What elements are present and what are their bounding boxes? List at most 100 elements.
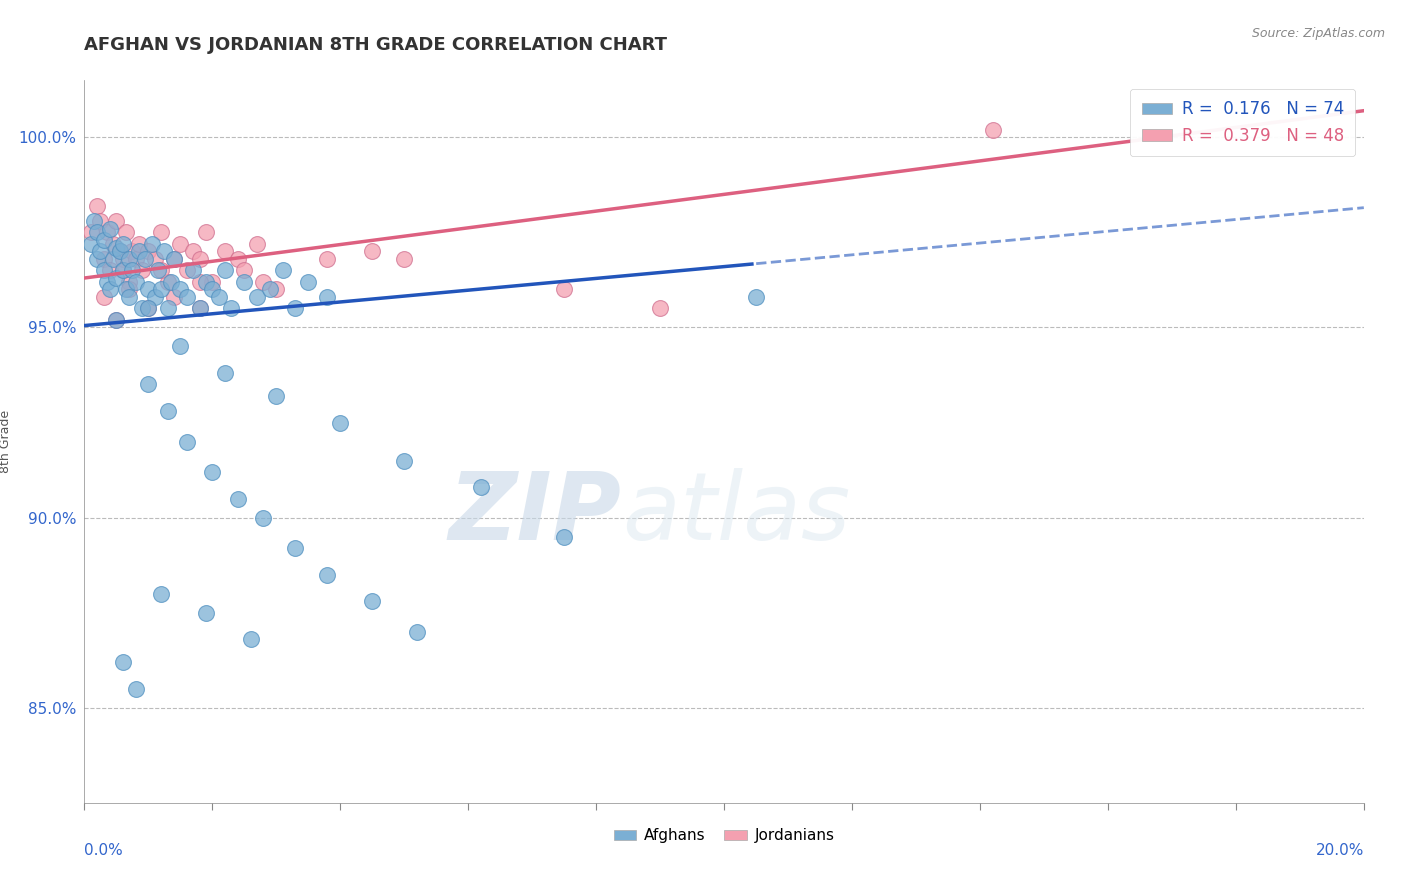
Point [221, 301, 243, 316]
Point [98, 282, 121, 296]
Point [131, 263, 153, 277]
Point [93, 233, 115, 247]
Point [98, 221, 121, 235]
Point [163, 252, 186, 266]
Point [361, 244, 384, 259]
Point [86, 226, 108, 240]
Point [181, 263, 204, 277]
Point [201, 275, 224, 289]
Point [163, 252, 186, 266]
Point [138, 301, 160, 316]
Text: 0.0%: 0.0% [84, 843, 124, 857]
Point [150, 263, 173, 277]
Point [105, 271, 128, 285]
Point [553, 530, 575, 544]
Point [128, 236, 150, 251]
Point [156, 404, 179, 418]
Point [118, 252, 141, 266]
Point [138, 377, 160, 392]
Point [105, 241, 128, 255]
Point [138, 301, 160, 316]
Point [150, 587, 173, 601]
Point [226, 491, 249, 506]
Point [80, 226, 103, 240]
Point [124, 275, 146, 289]
Point [650, 301, 672, 316]
Point [108, 244, 131, 259]
Point [105, 313, 128, 327]
Point [101, 252, 124, 266]
Point [111, 252, 134, 266]
Point [284, 541, 307, 555]
Point [297, 275, 319, 289]
Point [121, 244, 143, 259]
Point [111, 655, 134, 669]
Point [146, 263, 169, 277]
Point [93, 290, 115, 304]
Y-axis label: 8th Grade: 8th Grade [0, 410, 13, 473]
Point [284, 301, 307, 316]
Point [188, 275, 211, 289]
Text: Source: ZipAtlas.com: Source: ZipAtlas.com [1251, 27, 1385, 40]
Point [188, 301, 211, 316]
Point [101, 236, 124, 251]
Point [181, 244, 204, 259]
Point [156, 275, 179, 289]
Point [214, 244, 236, 259]
Point [176, 263, 198, 277]
Text: 20.0%: 20.0% [1316, 843, 1364, 857]
Point [118, 275, 141, 289]
Point [271, 263, 294, 277]
Point [105, 214, 128, 228]
Point [111, 263, 134, 277]
Point [96, 226, 118, 240]
Point [141, 236, 163, 251]
Point [176, 434, 198, 449]
Point [176, 290, 198, 304]
Point [214, 263, 236, 277]
Point [470, 480, 492, 494]
Point [208, 290, 231, 304]
Text: atlas: atlas [621, 468, 851, 559]
Point [394, 252, 416, 266]
Point [143, 252, 166, 266]
Point [316, 252, 339, 266]
Point [264, 389, 288, 403]
Point [86, 199, 108, 213]
Point [201, 465, 224, 479]
Point [194, 226, 217, 240]
Point [156, 301, 179, 316]
Point [124, 252, 146, 266]
Text: ZIP: ZIP [449, 467, 621, 560]
Point [246, 290, 269, 304]
Point [981, 122, 1004, 136]
Point [361, 594, 384, 608]
Point [89, 244, 111, 259]
Point [98, 263, 121, 277]
Point [80, 236, 103, 251]
Point [150, 282, 173, 296]
Point [406, 624, 429, 639]
Point [233, 263, 256, 277]
Point [118, 282, 141, 296]
Point [153, 244, 176, 259]
Point [143, 290, 166, 304]
Point [316, 290, 339, 304]
Point [233, 275, 256, 289]
Point [128, 244, 150, 259]
Point [96, 275, 118, 289]
Point [118, 290, 141, 304]
Point [169, 282, 191, 296]
Point [138, 244, 160, 259]
Point [194, 606, 217, 620]
Point [169, 236, 191, 251]
Point [159, 275, 181, 289]
Point [239, 632, 262, 647]
Point [150, 226, 173, 240]
Text: AFGHAN VS JORDANIAN 8TH GRADE CORRELATION CHART: AFGHAN VS JORDANIAN 8TH GRADE CORRELATIO… [84, 36, 668, 54]
Point [93, 263, 115, 277]
Point [131, 301, 153, 316]
Point [259, 282, 281, 296]
Point [394, 453, 416, 467]
Point [138, 282, 160, 296]
